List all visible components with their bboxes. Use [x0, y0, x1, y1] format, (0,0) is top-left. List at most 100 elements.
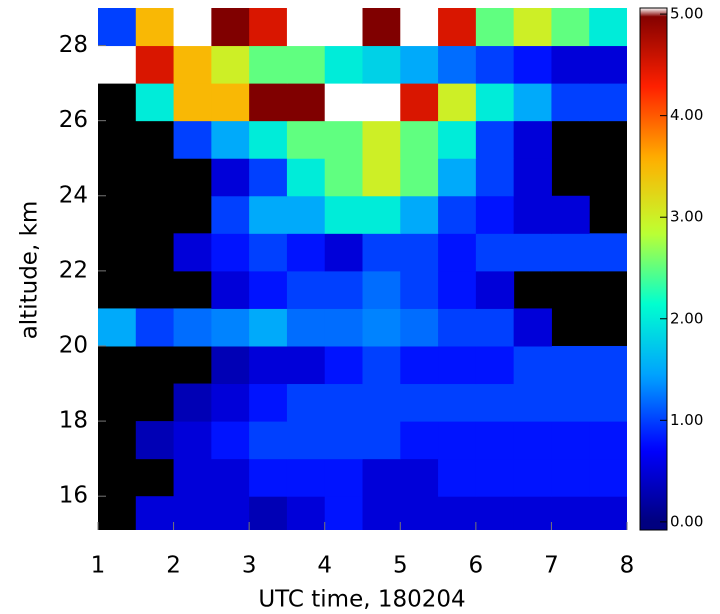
y-tick-label: 28 — [59, 32, 88, 58]
heatmap-cell — [135, 308, 175, 347]
heatmap-cell — [513, 45, 552, 84]
heatmap-cell — [249, 345, 288, 385]
heatmap-cell — [211, 158, 250, 197]
heatmap-cell — [324, 8, 363, 47]
heatmap-cell — [249, 158, 288, 197]
heatmap-cell — [249, 45, 288, 84]
heatmap-cell — [400, 8, 439, 47]
heatmap-cell — [249, 8, 288, 47]
x-tick-label: 2 — [166, 553, 181, 579]
heatmap-cell — [475, 83, 515, 122]
heatmap-cell — [362, 8, 401, 47]
heatmap-cell — [513, 120, 552, 159]
heatmap-cell — [211, 308, 250, 347]
heatmap-cell — [362, 158, 401, 197]
heatmap-cell — [211, 383, 250, 422]
heatmap-cell — [173, 233, 212, 272]
heatmap-cell — [362, 496, 401, 530]
heatmap-cell — [513, 158, 552, 197]
heatmap-cell — [438, 45, 477, 84]
heatmap-cell — [362, 195, 401, 234]
heatmap-cell — [249, 496, 288, 530]
colorbar — [639, 7, 668, 531]
colorbar-tick-label: 1.00 — [670, 411, 703, 429]
heatmap-cell — [249, 383, 288, 422]
heatmap-cell — [249, 83, 288, 122]
heatmap-cell — [475, 308, 515, 347]
heatmap-cell — [362, 45, 401, 84]
heatmap-cell — [362, 383, 401, 422]
heatmap-cell — [551, 8, 590, 47]
heatmap-cell — [249, 270, 288, 309]
heatmap-cell — [324, 45, 363, 84]
colorbar-tick-label: 5.00 — [670, 5, 703, 23]
heatmap-cell — [324, 345, 363, 385]
heatmap-cell — [324, 308, 363, 347]
heatmap-cell — [135, 45, 175, 84]
heatmap-cell — [475, 158, 515, 197]
heatmap-cell — [286, 496, 326, 530]
heatmap-cell — [249, 421, 288, 460]
colorbar-tick-label: 3.00 — [670, 208, 703, 226]
heatmap-cell — [513, 83, 552, 122]
heatmap-cell — [475, 195, 515, 234]
heatmap-cell — [400, 345, 439, 385]
x-axis-label: UTC time, 180204 — [258, 587, 465, 613]
heatmap-cell — [362, 270, 401, 309]
heatmap-cell — [211, 233, 250, 272]
heatmap-cell — [513, 496, 552, 530]
heatmap-cell — [286, 421, 326, 460]
heatmap-cell — [400, 158, 439, 197]
y-tick-label: 26 — [59, 107, 88, 133]
heatmap-cell — [438, 270, 477, 309]
heatmap-cell — [438, 421, 477, 460]
heatmap-cell — [324, 270, 363, 309]
heatmap-cell — [400, 383, 439, 422]
x-tick-label: 6 — [469, 553, 484, 579]
heatmap-cell — [513, 421, 552, 460]
x-tick-label: 7 — [544, 553, 559, 579]
heatmap-cell — [135, 496, 175, 530]
heatmap-cell — [286, 158, 326, 197]
heatmap-cell — [438, 195, 477, 234]
heatmap-cell — [173, 83, 212, 122]
y-tick-label: 18 — [59, 408, 88, 434]
colorbar-tick-label: 4.00 — [670, 106, 703, 124]
heatmap-cell — [135, 83, 175, 122]
heatmap-cell — [324, 458, 363, 497]
heatmap-cell — [362, 120, 401, 159]
heatmap-cell — [173, 383, 212, 422]
heatmap-cell — [551, 83, 590, 122]
heatmap-cell — [362, 421, 401, 460]
heatmap-cell — [286, 458, 326, 497]
x-tick-label: 8 — [620, 553, 635, 579]
y-axis-label: altitude, km — [17, 201, 43, 340]
heatmap-cell — [475, 345, 515, 385]
heatmap-cell — [286, 270, 326, 309]
heatmap-cell — [400, 458, 439, 497]
heatmap-cell — [362, 233, 401, 272]
heatmap-cell — [400, 421, 439, 460]
heatmap-cell — [211, 83, 250, 122]
heatmap-cell — [400, 233, 439, 272]
heatmap-cell — [400, 270, 439, 309]
heatmap-cell — [400, 496, 439, 530]
heatmap-cell — [400, 45, 439, 84]
heatmap-cell — [551, 496, 590, 530]
heatmap-cell — [211, 45, 250, 84]
y-tick-label: 20 — [59, 332, 88, 358]
heatmap-cell — [324, 383, 363, 422]
y-tick-label: 22 — [59, 257, 88, 283]
heatmap-cell — [589, 421, 627, 460]
heatmap-cell — [400, 308, 439, 347]
heatmap-cell — [438, 496, 477, 530]
heatmap-cell — [551, 45, 590, 84]
heatmap-cell — [589, 45, 627, 84]
heatmap-cell — [589, 383, 627, 422]
colorbar-tick-label: 0.00 — [670, 512, 703, 530]
heatmap-cell — [173, 458, 212, 497]
heatmap-cell — [324, 83, 363, 122]
heatmap-cell — [173, 8, 212, 47]
heatmap-cell — [589, 496, 627, 530]
heatmap-cell — [513, 345, 552, 385]
